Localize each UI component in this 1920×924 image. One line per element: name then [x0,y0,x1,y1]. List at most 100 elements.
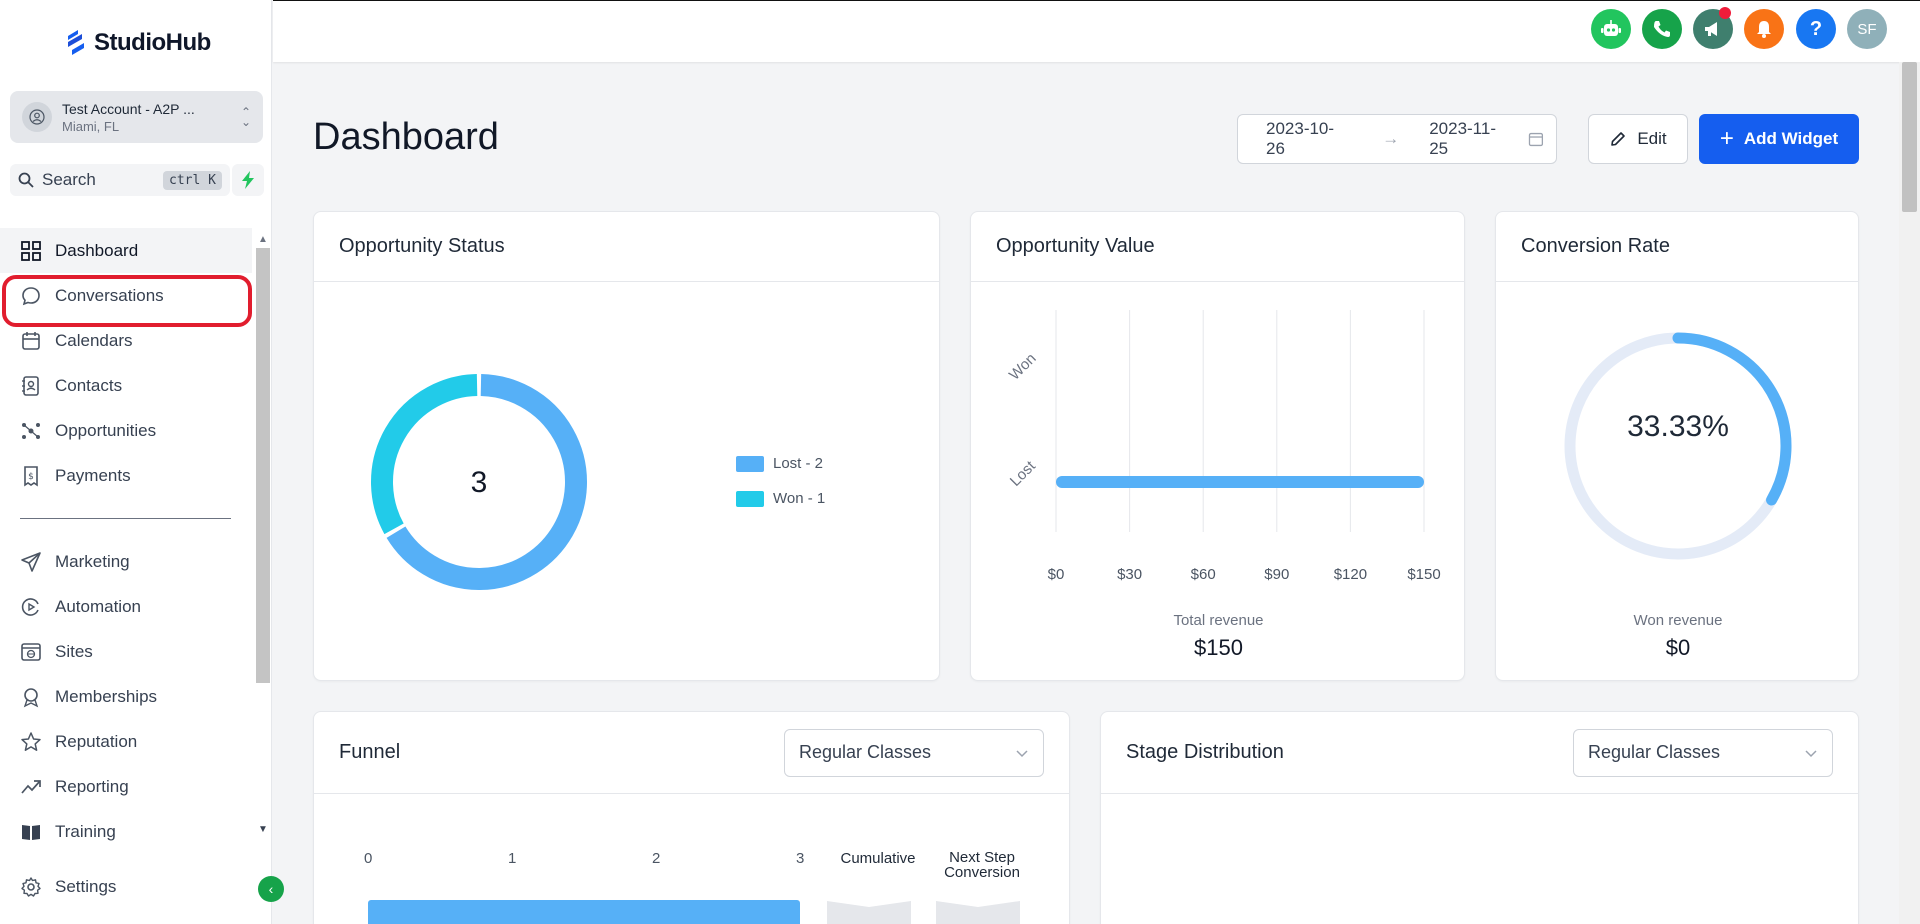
calendar-icon [22,331,40,350]
won-revenue-label: Won revenue [1633,612,1723,629]
sidebar-item-calendars[interactable]: Calendars [0,318,252,363]
select-value: Regular Classes [799,742,932,762]
conversion-rate-card: Conversion Rate 33.33% Won revenue $0 [1495,211,1859,681]
highlight-annotation [2,275,252,327]
sidebar-item-label: Calendars [55,330,133,350]
chevron-left-icon: ‹ [268,881,274,897]
top-bar: ? SF [273,0,1920,62]
total-revenue-value: $150 [1194,635,1243,660]
sidebar-item-dashboard[interactable]: Dashboard [0,228,252,273]
funnel-axis-tick: 3 [796,850,805,867]
donut-slice-won[interactable] [371,374,478,535]
dashboard-grid-icon [21,240,41,261]
stage-distribution-card: Stage Distribution Regular Classes [1100,711,1859,924]
user-avatar[interactable]: SF [1847,9,1887,49]
receipt-dollar-icon: $ [24,465,38,486]
opportunity-status-card: Opportunity Status 3 Lost - 2 Won - 1 [313,211,940,681]
sidebar-item-automation[interactable]: Automation [0,584,252,629]
sidebar-item-marketing[interactable]: Marketing [0,539,252,584]
page-scrollbar[interactable] [1899,62,1920,924]
sidebar-item-label: Sites [55,641,93,661]
date-start: 2023-10-26 [1266,119,1335,158]
opportunities-icon [22,422,40,439]
sidebar-item-label: Marketing [55,551,130,571]
opportunity-status-donut: 3 [371,374,587,590]
select-value: Regular Classes [1588,742,1721,762]
card-title: Stage Distribution [1126,741,1284,763]
conversion-progress-arc [1672,332,1792,506]
notification-dot [1719,7,1731,19]
notifications-button[interactable] [1744,9,1784,49]
card-title: Opportunity Status [314,212,939,282]
funnel-pipeline-select[interactable]: Regular Classes [784,728,1044,777]
search-button[interactable]: Search ctrl K [10,164,230,196]
sidebar-item-label: Reputation [55,731,138,751]
account-switcher[interactable]: Test Account - A2P ... Miami, FL ⌃ ⌄ [10,91,263,143]
sidebar-item-label: Memberships [55,686,158,706]
card-title: Opportunity Value [971,212,1464,282]
nav-divider [20,518,231,519]
donut-slice-lost[interactable] [386,374,587,590]
funnel-col-next-step: Next Step Conversion [944,849,1020,881]
sidebar-item-sites[interactable]: Sites [0,629,252,674]
quick-actions-button[interactable] [232,164,264,196]
y-category-label: Lost [1007,457,1040,490]
sidebar-item-reporting[interactable]: Reporting [0,764,252,809]
brand-logo[interactable]: StudioHub [64,28,211,58]
logo-icon [68,30,84,55]
book-open-icon [22,824,40,840]
won-revenue-value: $0 [1665,635,1691,660]
scroll-down-arrow-icon[interactable]: ▼ [258,824,268,835]
legend-label: Lost - 2 [773,455,824,472]
robot-icon [1601,20,1621,36]
sidebar-item-conversations[interactable]: Conversations [0,273,252,318]
funnel-col-cumulative: Cumulative [840,850,916,867]
ai-assistant-button[interactable] [1591,9,1631,49]
question-mark-icon: ? [1809,17,1823,40]
svg-text:$: $ [28,472,34,482]
collapse-sidebar-button[interactable]: ‹ [258,876,284,902]
sidebar-item-payments[interactable]: $ Payments [0,453,252,498]
card-title: Funnel [339,741,401,763]
sidebar-item-memberships[interactable]: Memberships [0,674,252,719]
stage-distribution-pipeline-select[interactable]: Regular Classes [1573,728,1833,777]
sidebar-nav: Dashboard Conversations Calendars [0,228,252,854]
announcements-button[interactable] [1693,7,1733,49]
x-tick-label: $120 [1334,566,1367,582]
sidebar-item-contacts[interactable]: Contacts [0,363,252,408]
paper-plane-icon [21,551,41,572]
sidebar-item-label: Dashboard [55,240,139,260]
phone-button[interactable] [1642,9,1682,49]
page-scrollbar-thumb[interactable] [1902,62,1917,212]
legend-label: Won - 1 [773,490,826,507]
total-revenue-label: Total revenue [1173,612,1264,629]
sidebar-item-label: Conversations [55,285,164,305]
sidebar-item-label: Settings [55,876,117,896]
scroll-up-arrow-icon[interactable]: ▲ [258,234,268,245]
donut-center-total: 3 [471,466,488,499]
funnel-axis-tick: 2 [652,850,661,867]
page-title: Dashboard [313,116,499,158]
conversion-rate-value: 33.33% [1627,410,1729,443]
legend-swatch-won [736,490,764,507]
opportunity-value-bar-chart: $0 $30 $60 $90 $120 $150 Won Lost [1006,310,1441,582]
sidebar-item-training[interactable]: Training [0,809,252,854]
date-range-picker[interactable]: 2023-10-26 → 2023-11-25 [1237,114,1557,164]
sidebar: StudioHub Test Account - A2P ... Miami, … [0,0,284,924]
sidebar-item-label: Payments [55,465,131,485]
sidebar-item-reputation[interactable]: Reputation [0,719,252,764]
account-location: Miami, FL [62,118,120,134]
funnel-cumulative-cell [827,901,911,924]
trend-up-icon [21,779,41,794]
add-widget-button[interactable]: + Add Widget [1699,114,1859,164]
sidebar-item-opportunities[interactable]: Opportunities [0,408,252,453]
edit-button[interactable]: Edit [1588,114,1688,164]
search-shortcut: ctrl K [163,170,222,190]
sidebar-item-settings[interactable]: Settings [0,864,252,909]
funnel-bar [368,900,800,924]
help-button[interactable]: ? [1796,9,1836,49]
lightning-icon [242,171,254,189]
bar-lost[interactable] [1056,476,1424,488]
sidebar-scrollbar-thumb[interactable] [256,248,270,683]
legend-item-lost: Lost - 2 [736,455,823,472]
